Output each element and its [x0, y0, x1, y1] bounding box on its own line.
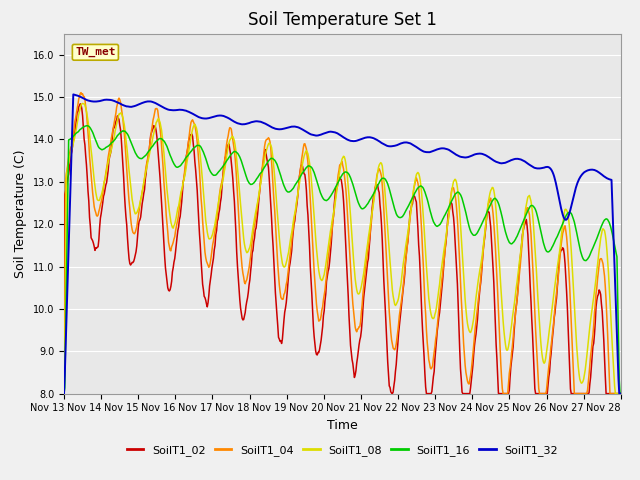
Line: SoilT1_04: SoilT1_04: [64, 93, 621, 394]
Line: SoilT1_16: SoilT1_16: [64, 126, 621, 394]
SoilT1_16: [70, 132, 78, 138]
SoilT1_32: [428, 149, 435, 155]
SoilT1_08: [60, 391, 68, 396]
SoilT1_04: [60, 391, 68, 396]
SoilT1_04: [77, 90, 85, 96]
Title: Soil Temperature Set 1: Soil Temperature Set 1: [248, 11, 437, 29]
Text: TW_met: TW_met: [75, 47, 116, 58]
SoilT1_16: [428, 211, 435, 217]
SoilT1_32: [128, 104, 136, 109]
Line: SoilT1_32: SoilT1_32: [64, 95, 621, 394]
SoilT1_02: [70, 132, 78, 137]
SoilT1_16: [83, 123, 91, 129]
SoilT1_02: [76, 101, 84, 107]
SoilT1_02: [617, 391, 625, 396]
SoilT1_08: [617, 391, 625, 396]
SoilT1_04: [128, 227, 136, 232]
SoilT1_32: [60, 391, 68, 396]
SoilT1_08: [70, 138, 78, 144]
SoilT1_16: [617, 391, 625, 396]
Line: SoilT1_02: SoilT1_02: [64, 104, 621, 394]
SoilT1_04: [428, 366, 435, 372]
SoilT1_02: [185, 138, 193, 144]
SoilT1_32: [411, 143, 419, 149]
SoilT1_08: [411, 179, 419, 185]
SoilT1_08: [185, 148, 193, 154]
SoilT1_08: [79, 100, 86, 106]
SoilT1_04: [411, 181, 419, 187]
SoilT1_02: [128, 260, 136, 265]
Line: SoilT1_08: SoilT1_08: [64, 103, 621, 394]
SoilT1_02: [428, 389, 436, 395]
SoilT1_32: [185, 109, 193, 115]
SoilT1_16: [411, 190, 419, 196]
SoilT1_16: [128, 143, 136, 148]
SoilT1_16: [60, 391, 68, 396]
SoilT1_08: [428, 312, 435, 317]
SoilT1_16: [185, 152, 193, 157]
SoilT1_32: [214, 113, 222, 119]
SoilT1_04: [185, 137, 193, 143]
SoilT1_02: [411, 194, 419, 200]
SoilT1_32: [70, 92, 77, 97]
SoilT1_08: [128, 197, 136, 203]
SoilT1_02: [214, 216, 222, 222]
SoilT1_08: [214, 202, 222, 207]
SoilT1_32: [71, 92, 79, 98]
Y-axis label: Soil Temperature (C): Soil Temperature (C): [14, 149, 28, 278]
SoilT1_16: [214, 169, 222, 175]
Legend: SoilT1_02, SoilT1_04, SoilT1_08, SoilT1_16, SoilT1_32: SoilT1_02, SoilT1_04, SoilT1_08, SoilT1_…: [122, 440, 563, 460]
SoilT1_32: [617, 391, 625, 396]
SoilT1_02: [422, 391, 430, 396]
SoilT1_04: [70, 126, 78, 132]
SoilT1_04: [617, 391, 625, 396]
X-axis label: Time: Time: [327, 419, 358, 432]
SoilT1_02: [60, 372, 68, 378]
SoilT1_04: [214, 204, 222, 210]
